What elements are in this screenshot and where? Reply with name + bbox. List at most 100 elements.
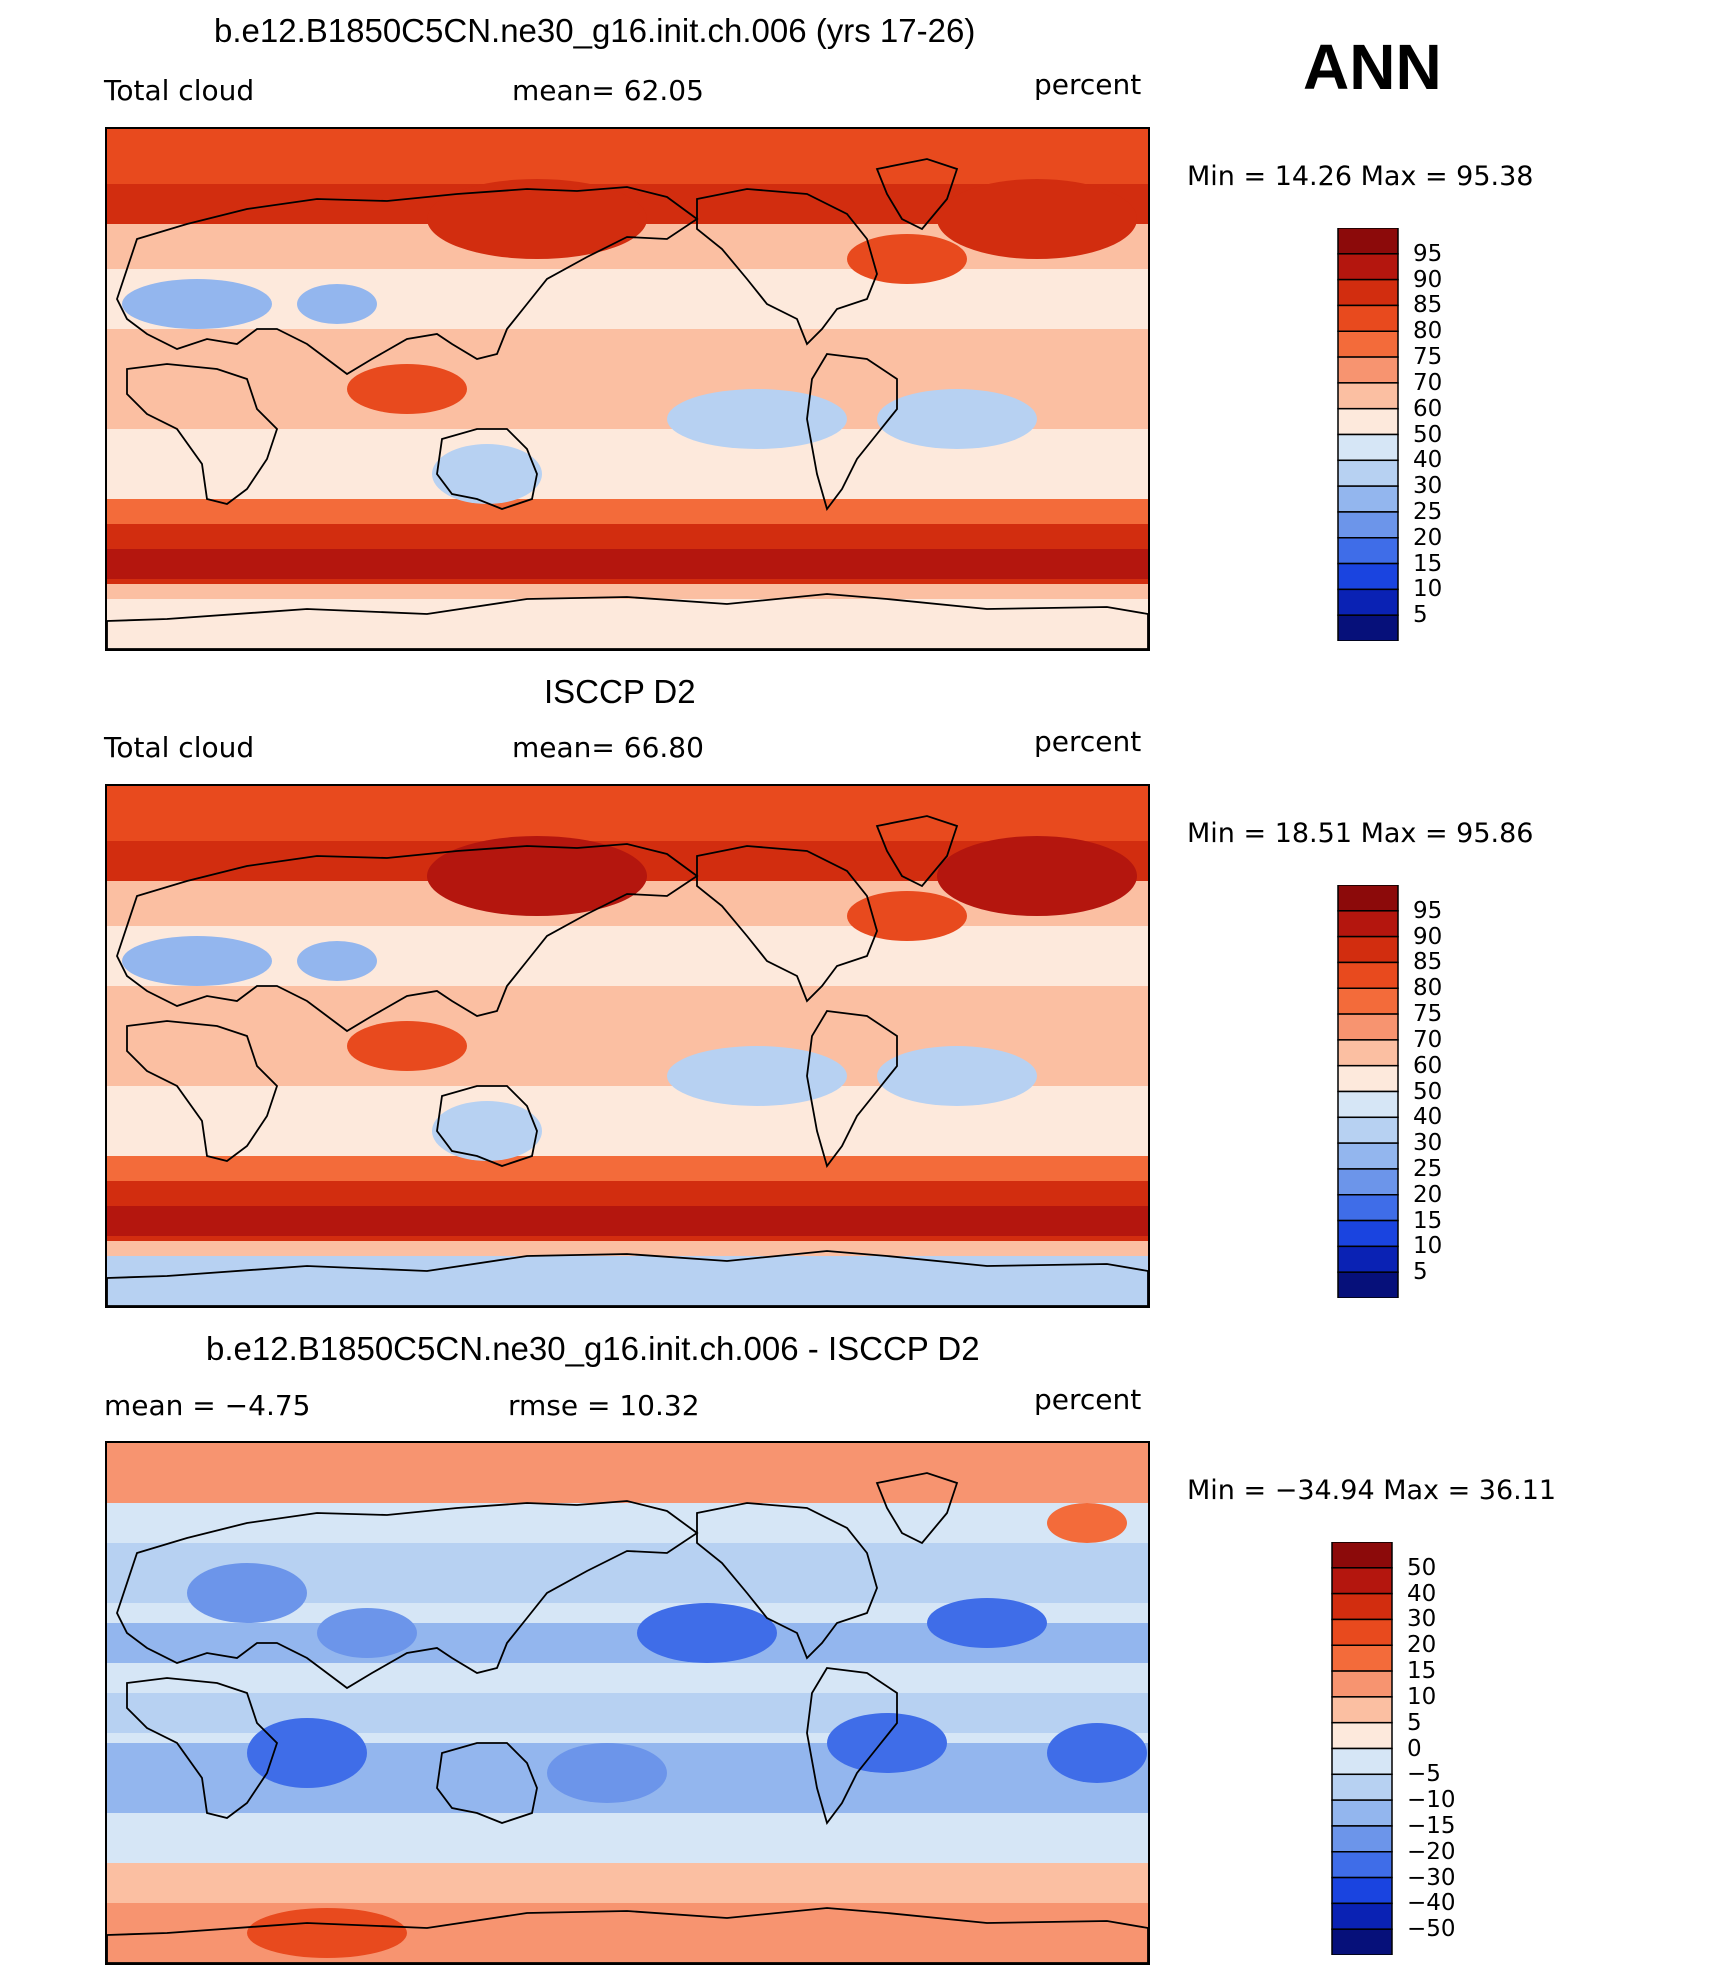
colorbar-tick-label: 5 <box>1413 602 1428 629</box>
field-contour-blob <box>347 1021 467 1071</box>
field-contour-blob <box>827 1713 947 1773</box>
coastline-outline <box>806 1010 898 1168</box>
colorbar-tick-label: 50 <box>1407 1554 1437 1581</box>
colorbar-swatch <box>1331 1592 1393 1621</box>
colorbar-tick-label: 25 <box>1413 1155 1443 1182</box>
field-band-antarctica <box>107 599 1148 649</box>
colorbar-tick-label: 40 <box>1413 1104 1443 1131</box>
field-contour-blob <box>547 1743 667 1803</box>
colorbar-swatch <box>1337 433 1399 462</box>
field-band-southern-ocean-core <box>107 1206 1148 1236</box>
colorbar-swatch <box>1331 1851 1393 1879</box>
colorbar-tick-label: 30 <box>1413 473 1443 500</box>
panel-3-map <box>105 1441 1150 1965</box>
field-contour-blob <box>1047 1503 1127 1543</box>
field-band-arctic <box>107 1443 1148 1503</box>
field-contour-blob <box>122 936 272 986</box>
panel-1-min-max: Min = 14.26 Max = 95.38 <box>1187 161 1534 192</box>
panel-1-map <box>105 127 1150 651</box>
colorbar-swatch <box>1331 1721 1393 1750</box>
colorbar-swatch <box>1337 1116 1399 1144</box>
field-contour-blob <box>937 179 1137 259</box>
colorbar-swatch <box>1337 1142 1399 1170</box>
field-contour-blob <box>297 284 377 324</box>
field-band-dry <box>107 926 1148 986</box>
colorbar-tick-label: 60 <box>1413 1052 1443 1079</box>
field-contour-blob <box>427 179 647 259</box>
colorbar-tick-label: 40 <box>1413 447 1443 474</box>
panel-3-colorbar: 50 40 30 20 15 10 5 0 −5 −10 −15 −20 −30 −40 −50 <box>1331 1542 1456 1955</box>
colorbar-swatch <box>1337 1039 1399 1067</box>
colorbar-tick-label: 10 <box>1413 576 1443 603</box>
colorbar-swatch <box>1337 562 1399 591</box>
colorbar-tick-label: 50 <box>1413 1078 1443 1105</box>
field-contour-blob <box>927 1598 1047 1648</box>
colorbar-tick-label: −10 <box>1407 1787 1456 1814</box>
coastline-outline <box>436 428 538 510</box>
colorbar-tick-label: 15 <box>1413 550 1443 577</box>
field-contour-blob <box>317 1608 417 1658</box>
colorbar-tick-label: 95 <box>1413 240 1443 267</box>
colorbar-swatch <box>1337 330 1399 358</box>
colorbar-swatch <box>1337 278 1399 307</box>
colorbar-tick-label: 20 <box>1413 524 1443 551</box>
colorbar-swatch <box>1337 253 1399 281</box>
field-contour-blob <box>847 234 967 284</box>
colorbar-tick-label: 30 <box>1413 1130 1443 1157</box>
coastline-outline <box>116 843 699 1033</box>
colorbar-swatch <box>1331 1799 1393 1827</box>
colorbar-tick-label: 90 <box>1413 923 1443 950</box>
field-contour-blob <box>847 891 967 941</box>
coastline-outline <box>126 1020 279 1162</box>
colorbar-swatch <box>1337 1219 1399 1248</box>
panel-3-min-max: Min = −34.94 Max = 36.11 <box>1187 1475 1557 1506</box>
field-contour-blob <box>122 279 272 329</box>
coastline-outline <box>107 1907 1148 1963</box>
colorbar-swatch <box>1337 1064 1399 1093</box>
colorbar-swatch <box>1331 1644 1393 1672</box>
panel-3-units-label: percent <box>1034 1383 1142 1416</box>
panel-2-colorbar: 95 90 85 80 75 70 60 50 40 30 25 20 15 10 5 <box>1337 885 1442 1298</box>
colorbar-swatch <box>1337 1168 1399 1196</box>
colorbar-tick-label: 15 <box>1413 1207 1443 1234</box>
colorbar-tick-label: 25 <box>1413 498 1443 525</box>
colorbar-swatch <box>1331 1902 1393 1930</box>
field-contour-blob <box>1047 1723 1147 1783</box>
coastline-outline <box>875 815 959 888</box>
colorbar-swatch <box>1331 1747 1393 1776</box>
season-label: ANN <box>1303 31 1442 103</box>
coastline-outline <box>436 1085 538 1167</box>
colorbar-tick-label: 90 <box>1413 266 1443 293</box>
panel-3-rmse-label: rmse = 10.32 <box>508 1389 700 1422</box>
colorbar-tick-label: 85 <box>1413 292 1443 319</box>
coastline-outline <box>696 188 878 346</box>
colorbar-swatch <box>1331 1928 1393 1955</box>
colorbar-swatch <box>1337 1245 1399 1273</box>
colorbar-swatch <box>1337 1090 1399 1119</box>
colorbar-swatch <box>1331 1670 1393 1698</box>
field-band-tropics <box>107 1693 1148 1733</box>
coastline-outline <box>107 593 1148 649</box>
coastline-outline <box>107 1250 1148 1306</box>
field-contour-blob <box>187 1563 307 1623</box>
coastline-outline <box>436 1742 538 1824</box>
colorbar-tick-label: 60 <box>1413 395 1443 422</box>
colorbar-swatch <box>1331 1542 1393 1569</box>
colorbar-swatch <box>1337 935 1399 964</box>
coastline-outline <box>126 1677 279 1819</box>
coastline-outline <box>116 186 699 376</box>
colorbar-swatch <box>1337 987 1399 1015</box>
colorbar-tick-label: −5 <box>1407 1761 1441 1788</box>
field-band-southern-ocean <box>107 1863 1148 1903</box>
colorbar-tick-label: 50 <box>1413 421 1443 448</box>
panel-2-map <box>105 784 1150 1308</box>
panel-2-title: ISCCP D2 <box>544 673 696 710</box>
field-contour-blob <box>637 1603 777 1663</box>
panel-2-variable-label: Total cloud <box>104 731 255 764</box>
field-contour-blob <box>427 836 647 916</box>
colorbar-tick-label: 10 <box>1413 1233 1443 1260</box>
colorbar-swatch <box>1337 1271 1399 1298</box>
colorbar-tick-label: −15 <box>1407 1812 1456 1839</box>
coastline-outline <box>116 1500 699 1690</box>
coastline-outline <box>806 353 898 511</box>
